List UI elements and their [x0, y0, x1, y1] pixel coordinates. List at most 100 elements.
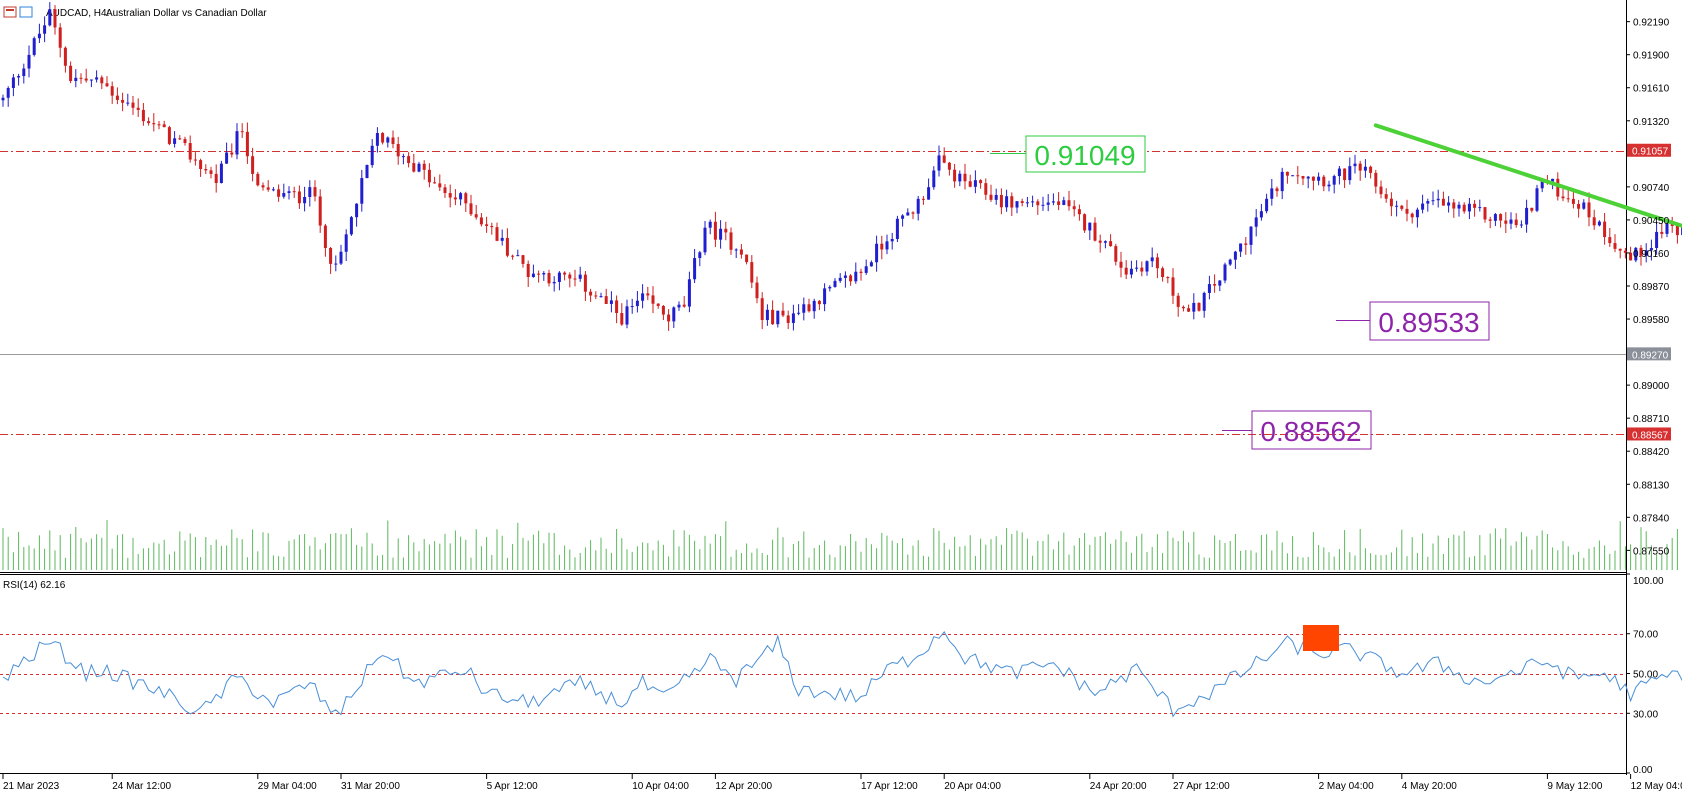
candle-body: [63, 47, 67, 66]
candle-body: [895, 218, 899, 239]
candle-body: [568, 274, 572, 279]
candle-body: [1176, 295, 1180, 307]
candle-body: [188, 143, 192, 160]
candle-body: [1389, 198, 1393, 207]
candle-body: [693, 258, 697, 280]
candle-body: [251, 156, 255, 174]
candle-body: [261, 185, 265, 188]
candle-body: [1363, 166, 1367, 171]
horizontal-levels[interactable]: [0, 151, 1626, 435]
candle-body: [1145, 261, 1149, 272]
candle-body: [916, 198, 920, 214]
support-label-box: [1251, 410, 1372, 450]
candle-body: [490, 225, 494, 228]
time-tick-label: 10 Apr 04:00: [632, 781, 689, 792]
candle-body: [1639, 247, 1643, 256]
candle-body: [1618, 248, 1622, 251]
candle-body: [807, 304, 811, 312]
candle-body: [256, 173, 260, 186]
symbol-icon: [3, 6, 17, 18]
candle-body: [604, 296, 608, 304]
candle-body: [1634, 247, 1638, 261]
candle-body: [448, 193, 452, 198]
candle-body: [843, 275, 847, 278]
candle-body: [802, 304, 806, 313]
candle-body: [74, 77, 78, 81]
candle-body: [344, 234, 348, 252]
candle-body: [173, 138, 177, 144]
candle-body: [677, 304, 681, 308]
candle-body: [407, 156, 411, 164]
candle-body: [360, 178, 364, 204]
candle-body: [1400, 205, 1404, 209]
annotation-support[interactable]: 0.88562: [1222, 410, 1372, 450]
rsi-levels: [0, 634, 1626, 714]
trendline-layer[interactable]: [1373, 123, 1682, 465]
candle-body: [1478, 207, 1482, 209]
time-tick-label: 12 Apr 20:00: [715, 781, 772, 792]
candle-body: [1675, 225, 1679, 236]
candle-body: [713, 221, 717, 240]
candle-body: [1353, 163, 1357, 167]
candle-body: [1629, 252, 1633, 261]
candle-body: [1493, 214, 1497, 221]
candle-body: [1150, 257, 1154, 262]
candle-body: [1161, 268, 1165, 278]
candle-body: [641, 293, 645, 301]
candle-body: [817, 300, 821, 305]
candle-body: [1348, 166, 1352, 181]
candle-body: [1041, 204, 1045, 206]
candle-body: [485, 224, 489, 226]
candle-body: [136, 107, 140, 110]
price-tag: [1627, 143, 1671, 157]
price-tick-label: 0.92190: [1633, 18, 1670, 29]
candle-body: [1306, 176, 1310, 179]
candle-body: [1270, 188, 1274, 199]
candle-body: [1192, 302, 1196, 312]
candle-body: [1135, 267, 1139, 269]
candle-body: [869, 262, 873, 267]
candle-body: [1343, 168, 1347, 181]
candle-body: [1181, 306, 1185, 309]
candle-body: [734, 249, 738, 251]
candle-body: [1452, 202, 1456, 209]
chart-header: AUDCAD, H4: Australian Dollar vs Canadia…: [3, 6, 267, 19]
chart-type-icon[interactable]: [19, 6, 33, 18]
candle-body: [1603, 221, 1607, 238]
time-axis: 21 Mar 2023 24 Mar 12:00 29 Mar 04:00 31 Ma…: [2, 774, 1682, 792]
candle-body: [1213, 284, 1217, 286]
candle-body: [1296, 175, 1300, 177]
candle-body: [771, 309, 775, 325]
candle-body: [495, 227, 499, 241]
candle-body: [1265, 198, 1269, 212]
candle-body: [95, 77, 99, 80]
candle-body: [282, 192, 286, 197]
candle-body: [355, 203, 359, 218]
candle-body: [204, 169, 208, 171]
candle-body: [1577, 203, 1581, 209]
candle-body: [1031, 201, 1035, 203]
annotation-high[interactable]: 0.89533: [1336, 301, 1490, 341]
candle-body: [469, 203, 473, 215]
candle-body: [193, 159, 197, 161]
candle-body: [1337, 168, 1341, 177]
candle-body: [589, 291, 593, 296]
rsi-tick-label: 100.00: [1633, 576, 1664, 587]
candle-body: [69, 65, 73, 81]
candle-body: [1587, 202, 1591, 218]
candle-body: [401, 156, 405, 158]
candle-body: [583, 274, 587, 292]
candle-body: [152, 123, 156, 125]
time-tick-label: 24 Apr 20:00: [1090, 781, 1147, 792]
high-label: 0.89533: [1378, 307, 1479, 338]
candle-body: [885, 241, 889, 250]
time-tick-label: 4 May 20:00: [1402, 781, 1457, 792]
candle-body: [854, 271, 858, 282]
time-tick-label: 5 Apr 12:00: [487, 781, 539, 792]
price-tag: [1627, 427, 1671, 441]
resistance-label: 0.91049: [1034, 140, 1135, 171]
rsi-tick-label: 30.00: [1633, 709, 1658, 720]
annotation-resistance[interactable]: 0.91049: [990, 135, 1146, 173]
candle-body: [1597, 221, 1601, 226]
